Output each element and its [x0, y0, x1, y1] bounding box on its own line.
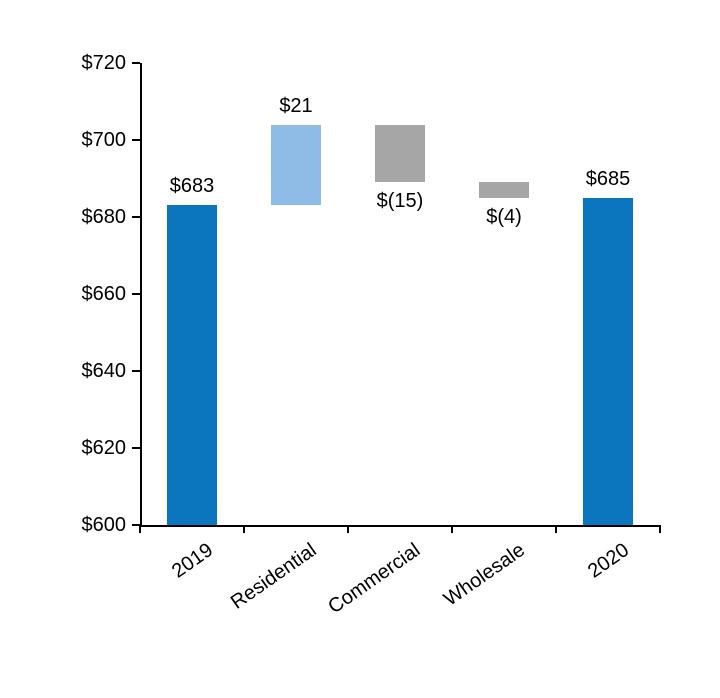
x-axis-category-label-text: Wholesale — [439, 539, 529, 611]
x-axis-category-label-text: 2019 — [167, 539, 217, 583]
y-axis-tick-mark — [132, 62, 140, 64]
bar-value-label: $(4) — [486, 205, 522, 228]
x-axis-tick-mark — [243, 525, 245, 533]
y-axis-tick-label: $720 — [81, 52, 127, 74]
y-axis-tick-label: $680 — [81, 206, 127, 228]
x-axis-tick-mark — [555, 525, 557, 533]
bar-value-label: $683 — [169, 175, 215, 198]
bar-value-label: $(15) — [376, 190, 424, 213]
x-axis-tick-mark — [139, 525, 141, 533]
bar-residential — [271, 124, 321, 206]
y-axis-tick-label: $700 — [81, 129, 127, 151]
x-axis-category-label-text: 2020 — [583, 539, 633, 583]
y-axis-tick-mark — [132, 293, 140, 295]
bar-value-label: $21 — [279, 94, 313, 117]
y-axis-tick-mark — [132, 216, 140, 218]
y-axis-tick-mark — [132, 524, 140, 526]
y-axis-line — [140, 63, 142, 527]
y-axis-tick-label: $640 — [81, 360, 127, 382]
y-axis-tick-label: $600 — [81, 514, 127, 536]
x-axis-tick-mark — [347, 525, 349, 533]
y-axis-tick-mark — [132, 139, 140, 141]
x-axis-tick-mark — [451, 525, 453, 533]
y-axis-tick-mark — [132, 447, 140, 449]
x-axis-tick-mark — [659, 525, 661, 533]
bar-commercial — [375, 124, 425, 183]
y-axis-tick-label: $620 — [81, 437, 127, 459]
bar-value-label: $685 — [585, 167, 631, 190]
x-axis-category-label-text: Commercial — [324, 539, 425, 619]
x-axis-category-label-text: Residential — [226, 539, 321, 614]
y-axis-tick-label: $660 — [81, 283, 127, 305]
plot-area: $600 $620 $640 $660 $680 $700 $720 $683 2019 $21 R… — [82, 52, 661, 618]
bar-2020 — [583, 197, 633, 525]
bar-wholesale — [479, 182, 529, 198]
y-axis-tick-mark — [132, 370, 140, 372]
x-axis-line — [140, 525, 660, 527]
bar-2019 — [167, 205, 217, 525]
